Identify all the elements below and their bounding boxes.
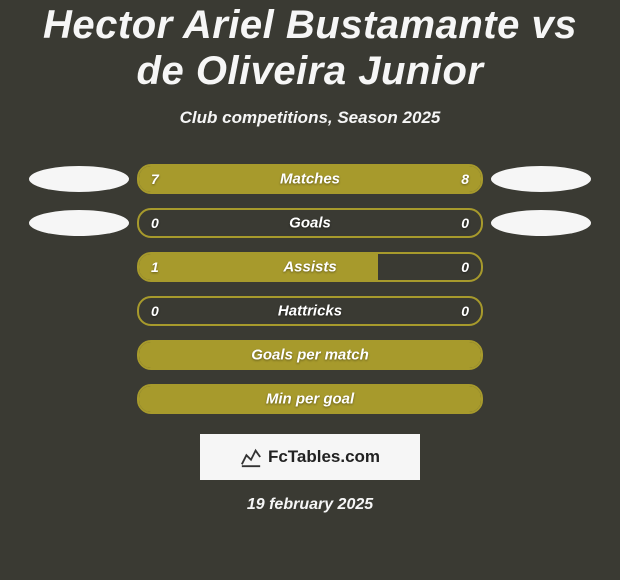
stat-row: Goals per match: [0, 340, 620, 370]
stat-bar: 0 Hattricks 0: [137, 296, 483, 326]
stat-bar: Min per goal: [137, 384, 483, 414]
page-title: Hector Ariel Bustamante vs de Oliveira J…: [0, 2, 620, 94]
stat-row: 0 Hattricks 0: [0, 296, 620, 326]
stat-label: Goals: [289, 215, 331, 232]
stat-bar: 1 Assists 0: [137, 252, 483, 282]
stats-container: 7 Matches 8 0 Goals 0 1 Assists 0 0 Hattricks 0 Goal…: [0, 164, 620, 414]
bar-fill-left: [139, 254, 378, 280]
stat-label: Assists: [283, 259, 336, 276]
branding-text: FcTables.com: [268, 447, 380, 467]
stat-value-left: 0: [151, 303, 159, 319]
stat-row: Min per goal: [0, 384, 620, 414]
stat-label: Min per goal: [266, 391, 354, 408]
player-avatar-right: [491, 166, 591, 192]
footer-date: 19 february 2025: [247, 496, 373, 514]
bar-fill-left: [139, 166, 300, 192]
stat-label: Hattricks: [278, 303, 342, 320]
stat-row: 1 Assists 0: [0, 252, 620, 282]
stat-value-right: 8: [461, 171, 469, 187]
player-avatar-left: [29, 210, 129, 236]
comparison-card: Hector Ariel Bustamante vs de Oliveira J…: [0, 0, 620, 580]
player-avatar-left: [29, 166, 129, 192]
player-avatar-right: [491, 210, 591, 236]
stat-bar: 7 Matches 8: [137, 164, 483, 194]
stat-value-left: 7: [151, 171, 159, 187]
stat-value-right: 0: [461, 215, 469, 231]
stat-value-right: 0: [461, 259, 469, 275]
stat-value-left: 0: [151, 215, 159, 231]
stat-bar: Goals per match: [137, 340, 483, 370]
stat-label: Goals per match: [251, 347, 369, 364]
stat-value-left: 1: [151, 259, 159, 275]
stat-row: 7 Matches 8: [0, 164, 620, 194]
stat-bar: 0 Goals 0: [137, 208, 483, 238]
chart-icon: [240, 446, 262, 468]
stat-value-right: 0: [461, 303, 469, 319]
stat-row: 0 Goals 0: [0, 208, 620, 238]
stat-label: Matches: [280, 171, 340, 188]
page-subtitle: Club competitions, Season 2025: [180, 108, 441, 128]
branding-badge: FcTables.com: [200, 434, 420, 480]
